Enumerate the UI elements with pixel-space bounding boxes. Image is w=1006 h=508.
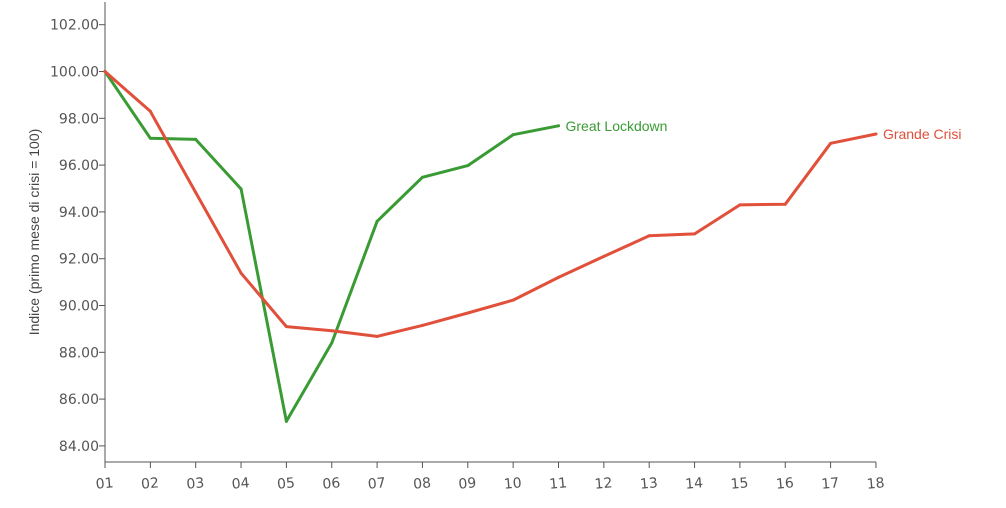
series-line-1 [103,70,560,423]
data-point [829,141,833,145]
x-axis: 01 02 03 04 05 06 07 08 09 10 11 12 13 14 15 16 17 18 [95,461,885,493]
data-point [194,137,198,141]
series-layer: Great Lockdown Grande Crisi [103,70,962,423]
x-tick-label: 17 [821,475,840,492]
data-point [375,334,379,338]
y-axis-label: Indice (primo mese di crisi = 100) [26,129,42,336]
data-point [239,271,243,275]
data-point [194,190,198,194]
x-tick-label: 18 [866,475,885,492]
data-point [330,329,334,333]
data-point [284,325,288,329]
series-line-2 [103,70,878,338]
data-point [148,136,152,140]
data-point [511,133,515,137]
y-tick-label: 92.00 [59,252,99,268]
x-tick-label: 08 [413,475,432,492]
data-point [874,132,878,136]
y-tick-label: 96.00 [59,158,99,174]
x-tick-label: 16 [775,475,794,492]
y-tick-label: 88.00 [59,345,99,361]
data-point [239,187,243,191]
series-label-1: Great Lockdown [566,118,668,134]
data-point [783,202,787,206]
data-point [557,275,560,279]
x-tick-label: 11 [549,475,568,492]
series-label-2: Grande Crisi [883,126,962,142]
x-tick-label: 05 [276,475,295,492]
x-tick-label: 02 [140,475,159,492]
data-point [466,164,470,168]
x-tick-label: 12 [594,475,613,492]
y-tick-label: 90.00 [59,299,99,315]
data-point [511,298,515,302]
x-tick-label: 14 [685,475,704,492]
data-point [148,109,152,113]
data-point [693,232,697,236]
data-point [738,203,742,207]
data-point [557,124,560,128]
y-tick-label: 100.00 [50,65,99,81]
x-tick-label: 13 [639,475,658,492]
data-point [103,70,107,73]
x-tick-label: 07 [367,475,386,492]
data-point [420,175,424,179]
data-point [420,323,424,327]
x-tick-label: 06 [322,475,341,492]
data-point [284,419,288,423]
data-point [466,311,470,315]
data-point [375,219,379,223]
y-tick-label: 102.00 [50,18,99,34]
y-tick-label: 98.00 [59,111,99,127]
x-tick-label: 03 [186,475,205,492]
x-tick-label: 01 [95,475,114,492]
x-tick-label: 10 [503,475,522,492]
y-axis: 84.00 86.00 88.00 90.00 92.00 94.00 96.00 98.00… [50,2,106,462]
x-tick-label: 15 [730,475,749,492]
data-point [602,254,606,258]
data-point [647,234,651,238]
y-tick-label: 86.00 [59,392,99,408]
y-tick-label: 94.00 [59,205,99,221]
x-tick-label: 09 [458,475,477,492]
y-tick-label: 84.00 [59,439,99,455]
data-point [330,341,334,345]
x-tick-label: 04 [231,475,250,492]
